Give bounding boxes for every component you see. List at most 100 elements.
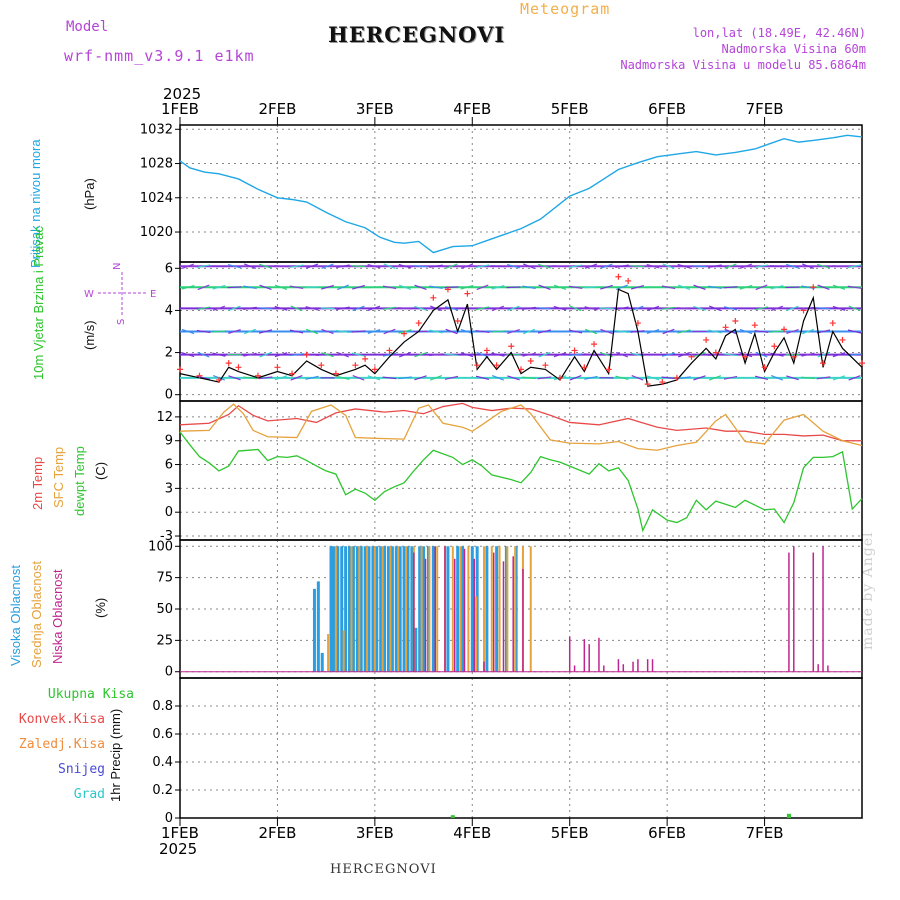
wind-arrow xyxy=(398,307,412,310)
wind-gust-marker xyxy=(771,343,778,350)
wind-gust-marker xyxy=(859,360,865,367)
wind-gust-marker xyxy=(401,330,408,337)
wind-arrow xyxy=(398,376,412,380)
y-tick-label: 0 xyxy=(165,811,173,826)
wind-gust-marker xyxy=(644,381,651,388)
wind-arrow xyxy=(770,375,784,381)
wind-arrow xyxy=(367,263,381,269)
wind-arrow xyxy=(414,284,427,290)
wind-arrow xyxy=(445,328,458,335)
wind-arrow xyxy=(677,263,691,269)
wind-arrow xyxy=(754,306,769,311)
wind-arrow xyxy=(244,263,256,270)
wind-gust-marker xyxy=(810,284,817,291)
wind-arrow xyxy=(290,375,303,381)
wind-arrow xyxy=(708,329,722,334)
wind-gust-marker xyxy=(556,374,563,381)
y-tick-label: 0.2 xyxy=(152,783,173,798)
wind-arrow xyxy=(259,284,272,290)
wind-gust-marker xyxy=(318,362,325,369)
wind-arrow xyxy=(801,376,815,380)
wind-arrow xyxy=(197,284,210,291)
wind-gust-marker xyxy=(464,290,471,297)
y-tick-label: 100 xyxy=(148,539,173,554)
wind-arrow xyxy=(662,328,675,335)
wind-arrow xyxy=(398,351,412,358)
wind-arrow xyxy=(289,329,304,334)
wind-gust-marker xyxy=(659,379,666,386)
lonlat-label: lon,lat (18.49E, 42.46N) xyxy=(692,26,866,40)
y-tick-label: 12 xyxy=(156,410,173,425)
meteogram-label: Meteogram xyxy=(520,0,611,18)
wind-arrow xyxy=(305,286,319,289)
wind-arrow xyxy=(212,284,226,290)
wind-arrow xyxy=(336,375,350,380)
wind-arrow xyxy=(212,352,226,357)
wind-arrow xyxy=(537,376,552,380)
precip-bar xyxy=(786,813,791,818)
wind-gust-marker xyxy=(703,336,710,343)
wind-arrow xyxy=(661,352,676,357)
wind-arrow xyxy=(445,263,458,269)
wind-gust-marker xyxy=(781,326,788,333)
wind-arrow xyxy=(677,329,691,334)
wind-arrow xyxy=(491,305,505,312)
wind-gust-marker xyxy=(673,374,680,381)
wind-arrow xyxy=(661,376,676,380)
wind-arrow xyxy=(615,306,629,311)
wind-arrow xyxy=(181,352,195,358)
wind-arrow xyxy=(243,328,257,335)
legend-grad: Grad xyxy=(73,787,105,802)
precip-bar xyxy=(450,815,455,818)
wind-arrow xyxy=(708,285,722,289)
wind-arrow xyxy=(553,284,567,290)
wind-arrow xyxy=(708,353,722,357)
wind-arrow xyxy=(646,263,660,269)
wind-arrow xyxy=(802,263,814,270)
wind-gust-marker xyxy=(800,307,807,314)
wind-arrow xyxy=(196,306,211,311)
wind-speed-line xyxy=(179,288,863,387)
y-tick-label: 25 xyxy=(156,633,173,648)
wind-arrow xyxy=(600,284,613,290)
y-tick-label: 9 xyxy=(165,434,173,449)
wind-gust-marker xyxy=(508,343,515,350)
wind-arrow xyxy=(553,265,567,268)
wind-arrow xyxy=(321,328,334,335)
wind-arrow xyxy=(336,264,350,269)
x-tick-label-bottom: 6FEB xyxy=(648,824,686,842)
wind-arrow xyxy=(258,307,273,310)
wind-arrow xyxy=(274,284,288,290)
compass-south: S xyxy=(116,319,127,325)
wind-gust-marker xyxy=(454,317,461,324)
wind-arrow xyxy=(491,352,505,357)
wind-arrow xyxy=(243,285,257,290)
wind-arrow xyxy=(475,264,490,269)
wind-arrow xyxy=(553,352,567,358)
y-tick-label: 1024 xyxy=(140,191,173,206)
wind-arrow xyxy=(615,351,629,358)
wind-arrow xyxy=(414,375,427,381)
wind-arrow xyxy=(630,265,645,268)
wind-arrow xyxy=(553,305,567,311)
wind-arrow xyxy=(661,306,676,310)
wind-gust-marker xyxy=(722,324,729,331)
wind-arrow xyxy=(724,328,737,335)
wind-arrow xyxy=(646,305,660,311)
wind-arrow xyxy=(770,352,784,357)
wind-gust-marker xyxy=(474,362,481,369)
wind-arrow xyxy=(290,305,303,312)
wind-gust-marker xyxy=(303,351,310,358)
wind-arrow xyxy=(817,263,830,269)
wind-gust-marker xyxy=(274,364,281,371)
wind-arrow xyxy=(677,307,691,310)
wind-arrow xyxy=(801,328,815,335)
x-tick-label-top: 6FEB xyxy=(648,100,686,118)
wind-arrow xyxy=(476,284,489,291)
wind-arrow xyxy=(770,285,784,290)
legend-konvek: Konvek.Kisa xyxy=(18,712,105,727)
wind-arrow xyxy=(259,351,272,358)
wind-arrow xyxy=(801,352,815,357)
y-tick-label: 4 xyxy=(165,303,173,318)
